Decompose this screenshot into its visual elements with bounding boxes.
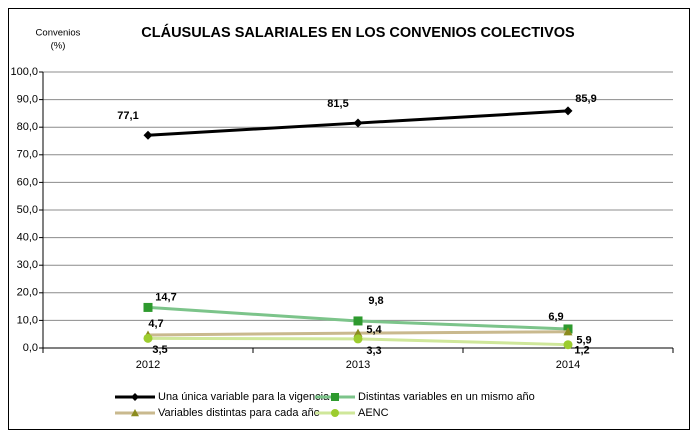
data-label: 3,3	[366, 345, 381, 357]
y-tick-label: 40,0	[17, 232, 38, 244]
data-label: 4,7	[148, 318, 163, 330]
legend-marker	[131, 409, 139, 417]
y-tick-label: 90,0	[17, 94, 38, 106]
data-point	[353, 118, 363, 128]
data-label: 5,4	[366, 324, 382, 336]
data-label: 85,9	[575, 93, 596, 105]
data-label: 77,1	[117, 110, 138, 122]
y-tick-label: 10,0	[17, 314, 38, 326]
y-tick-label: 70,0	[17, 149, 38, 161]
data-point	[563, 327, 573, 336]
legend-marker	[331, 409, 339, 417]
y-tick-label: 0,0	[23, 342, 38, 354]
y-axis-unit: (%)	[51, 41, 66, 52]
data-label: 14,7	[155, 291, 176, 303]
y-tick-label: 100,0	[10, 66, 38, 78]
legend-marker	[331, 393, 339, 401]
y-tick-label: 80,0	[17, 121, 38, 133]
x-tick-label: 2012	[136, 359, 160, 371]
data-label: 9,8	[368, 295, 383, 307]
x-tick-label: 2013	[346, 359, 370, 371]
legend-label: AENC	[358, 407, 389, 419]
legend-marker	[131, 393, 139, 401]
chart-title: CLÁUSULAS SALARIALES EN LOS CONVENIOS CO…	[141, 24, 575, 41]
y-tick-label: 60,0	[17, 176, 38, 188]
data-point	[143, 333, 153, 343]
y-tick-label: 50,0	[17, 204, 38, 216]
data-point	[563, 340, 573, 350]
legend-label: Una única variable para la vigencia	[158, 391, 330, 403]
chart-frame	[8, 8, 690, 430]
data-point	[563, 106, 573, 116]
y-axis-label: Convenios	[36, 28, 81, 39]
data-label: 3,5	[152, 344, 167, 356]
data-label: 81,5	[327, 98, 348, 110]
data-point	[143, 130, 153, 140]
legend-label: Distintas variables en un mismo año	[358, 391, 535, 403]
data-point	[353, 328, 363, 337]
y-tick-label: 20,0	[17, 287, 38, 299]
data-point	[143, 302, 153, 312]
data-point	[353, 316, 363, 326]
data-label: 1,2	[574, 345, 589, 357]
data-point	[353, 334, 363, 344]
data-label: 5,9	[576, 335, 591, 347]
legend-label: Variables distintas para cada año	[158, 407, 320, 419]
data-label: 6,9	[548, 311, 563, 323]
y-tick-label: 30,0	[17, 259, 38, 271]
x-tick-label: 2014	[556, 359, 580, 371]
